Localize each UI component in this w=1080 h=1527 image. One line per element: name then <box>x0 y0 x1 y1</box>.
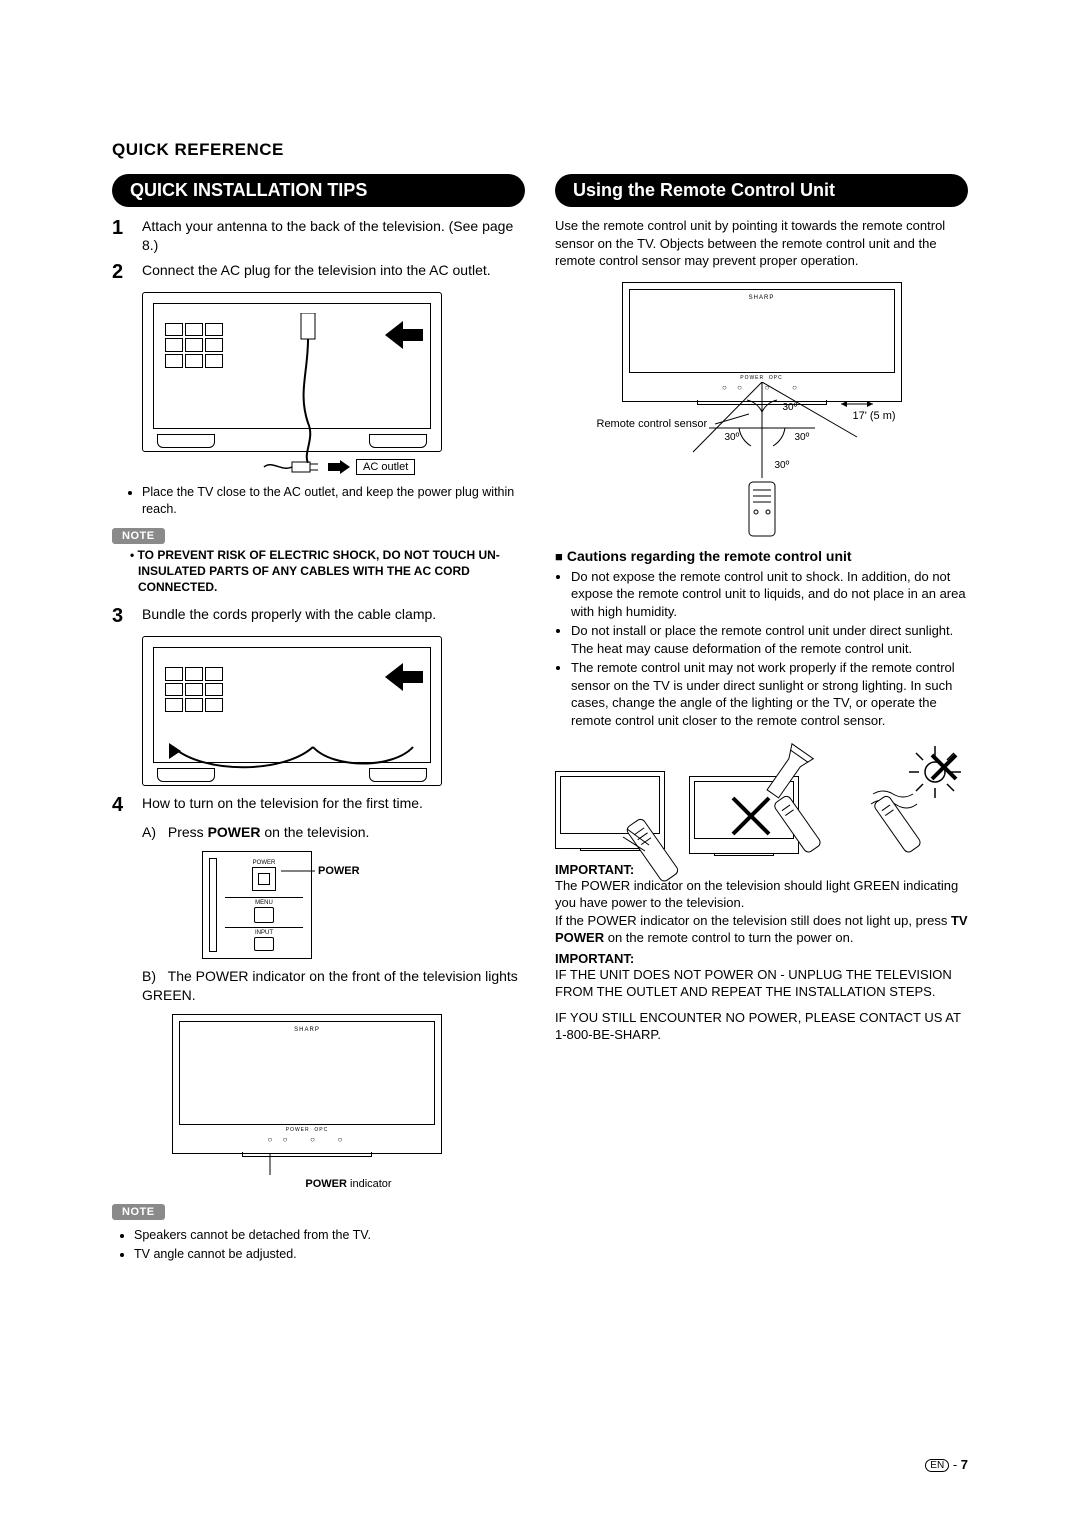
bottom-note-2: TV angle cannot be adjusted. <box>134 1246 525 1263</box>
step-4a-pre: Press <box>168 824 208 840</box>
shock-warning: • TO PREVENT RISK OF ELECTRIC SHOCK, DO … <box>112 547 525 596</box>
ac-outlet-label: AC outlet <box>356 459 415 475</box>
step-1-text: Attach your antenna to the back of the t… <box>142 217 525 255</box>
dist-label: 17' (5 m) <box>853 410 896 422</box>
note-badge-2: NOTE <box>112 1204 165 1220</box>
right-column: Using the Remote Control Unit Use the re… <box>555 174 968 1267</box>
page-lang: EN <box>925 1459 949 1472</box>
tv-brand-label: SHARP <box>294 1027 320 1033</box>
bottom-note-1: Speakers cannot be detached from the TV. <box>134 1227 525 1244</box>
sensor-cone-icon <box>597 382 927 542</box>
remote-intro: Use the remote control unit by pointing … <box>555 217 968 270</box>
angle-b: 30º <box>775 460 790 471</box>
step-4a-label: A) <box>142 823 164 843</box>
after-fig1-note-1: Place the TV close to the AC outlet, and… <box>142 484 525 518</box>
important-2a: IF THE UNIT DOES NOT POWER ON - UNPLUG T… <box>555 966 968 1001</box>
step-4: 4 How to turn on the television for the … <box>112 794 525 817</box>
caution-2: Do not install or place the remote contr… <box>571 622 968 657</box>
remote-icon <box>763 790 833 860</box>
angle-l: 30º <box>725 432 740 443</box>
bottom-notes: Speakers cannot be detached from the TV.… <box>122 1227 525 1263</box>
step-4a-post: on the television. <box>260 824 369 840</box>
tv-brand-label-2: SHARP <box>749 295 775 301</box>
step-4b-text: The POWER indicator on the front of the … <box>142 968 518 1004</box>
remote-heading: Using the Remote Control Unit <box>555 174 968 207</box>
caution-3: The remote control unit may not work pro… <box>571 659 968 729</box>
cautions-heading: ■Cautions regarding the remote control u… <box>555 548 968 564</box>
tv-back-clamp-diagram <box>142 636 442 786</box>
remote-icon <box>863 790 933 860</box>
hand-icon <box>383 657 429 697</box>
figure-tv-back-ac: AC outlet <box>142 292 525 476</box>
step-2-text: Connect the AC plug for the television i… <box>142 261 491 284</box>
step-4b-label: B) <box>142 967 164 987</box>
power-callout-label: POWER <box>318 865 360 877</box>
tv-back-diagram <box>142 292 442 452</box>
figure-remote-sensor: SHARP POWER OPC ○ ○ ○ ○ <box>597 282 927 542</box>
step-1-number: 1 <box>112 217 132 255</box>
hand-icon <box>383 315 429 355</box>
after-fig1-notes: Place the TV close to the AC outlet, and… <box>130 484 525 518</box>
step-4-text: How to turn on the television for the fi… <box>142 794 423 817</box>
figure-power-panel: POWER MENU INPUT POWER <box>202 851 525 959</box>
step-4a-bold: POWER <box>208 824 261 840</box>
two-column-layout: QUICK INSTALLATION TIPS 1 Attach your an… <box>112 174 968 1267</box>
step-4b: B) The POWER indicator on the front of t… <box>142 967 525 1006</box>
figure-tv-front: SHARP POWER OPC ○ ○ ○ ○ POWER indicator <box>172 1014 525 1190</box>
angle-top: 30º <box>783 402 798 413</box>
step-4-number: 4 <box>112 794 132 817</box>
clamp-loop-icon <box>163 739 423 779</box>
power-indicator-caption: POWER indicator <box>172 1178 525 1190</box>
important-1b: If the POWER indicator on the television… <box>555 912 968 947</box>
quick-install-heading: QUICK INSTALLATION TIPS <box>112 174 525 207</box>
step-4a: A) Press POWER on the television. <box>142 823 525 843</box>
note-badge-1: NOTE <box>112 528 165 544</box>
remote-icon <box>613 811 693 891</box>
caution-1: Do not expose the remote control unit to… <box>571 568 968 621</box>
page-number: EN - 7 <box>925 1457 968 1472</box>
panel-power-text: POWER <box>225 860 303 866</box>
important-2b: IF YOU STILL ENCOUNTER NO POWER, PLEASE … <box>555 1009 968 1044</box>
arrow-right-icon <box>328 460 350 474</box>
step-2-number: 2 <box>112 261 132 284</box>
step-1: 1 Attach your antenna to the back of the… <box>112 217 525 255</box>
angle-r: 30º <box>795 432 810 443</box>
tv-front-diagram: SHARP POWER OPC ○ ○ ○ ○ <box>172 1014 442 1154</box>
cautions-list: Do not expose the remote control unit to… <box>559 568 968 730</box>
step-2: 2 Connect the AC plug for the television… <box>112 261 525 284</box>
panel-menu-text: MENU <box>225 900 303 906</box>
figure-cable-clamp <box>142 636 525 786</box>
left-column: QUICK INSTALLATION TIPS 1 Attach your an… <box>112 174 525 1267</box>
step-3: 3 Bundle the cords properly with the cab… <box>112 605 525 628</box>
figure-caution-scenarios <box>555 744 968 854</box>
important-2-head: IMPORTANT: <box>555 951 968 966</box>
step-3-number: 3 <box>112 605 132 628</box>
sensor-label: Remote control sensor <box>597 418 708 430</box>
panel-input-text: INPUT <box>225 930 303 936</box>
x-mark-icon <box>929 752 959 782</box>
power-cord-icon <box>293 313 323 463</box>
section-title: QUICK REFERENCE <box>112 140 968 160</box>
step-3-text: Bundle the cords properly with the cable… <box>142 605 436 628</box>
